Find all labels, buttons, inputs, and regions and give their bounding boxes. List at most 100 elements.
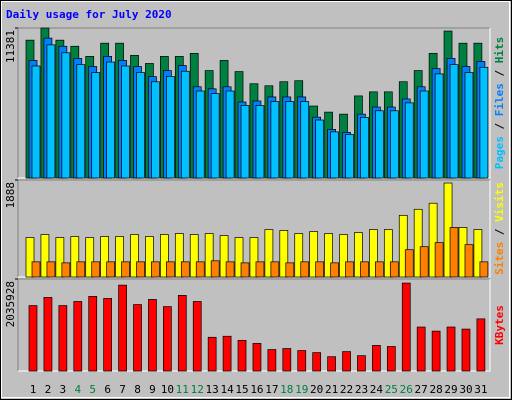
- bar: [43, 297, 53, 372]
- x-tick-label: 18: [280, 383, 293, 396]
- bar: [428, 202, 438, 278]
- x-tick-label: 16: [250, 383, 263, 396]
- bar: [354, 232, 363, 278]
- bar: [61, 262, 71, 278]
- x-tick-label: 17: [265, 383, 278, 396]
- y-tick-label: 1888: [4, 182, 17, 209]
- bar: [386, 346, 396, 372]
- bar: [121, 261, 130, 278]
- bar: [342, 351, 351, 372]
- bar: [255, 261, 265, 278]
- bar: [73, 301, 83, 372]
- bar: [255, 105, 265, 179]
- x-tick-label: 4: [74, 383, 81, 396]
- bar: [431, 330, 441, 372]
- bar: [177, 295, 187, 372]
- bar: [136, 261, 145, 278]
- bar: [46, 44, 56, 179]
- legend-entry: KBytes: [493, 305, 506, 345]
- bar: [315, 119, 325, 179]
- bar: [300, 261, 310, 278]
- x-tick-label: 5: [89, 383, 96, 396]
- bar: [419, 246, 429, 278]
- bar: [31, 261, 41, 278]
- bar: [136, 72, 145, 179]
- bar: [419, 90, 429, 179]
- bar: [240, 105, 250, 179]
- bar: [267, 349, 277, 372]
- bar: [479, 261, 489, 278]
- bar: [166, 76, 175, 179]
- x-tick-label: 15: [235, 383, 248, 396]
- x-tick-label: 1: [30, 383, 37, 396]
- y-tick-label: 11381: [4, 30, 17, 63]
- bar: [163, 306, 172, 372]
- bar: [389, 110, 399, 179]
- bar: [25, 237, 35, 278]
- bar: [369, 229, 378, 278]
- x-tick-label: 23: [355, 383, 368, 396]
- bar: [237, 339, 247, 372]
- bar: [28, 305, 38, 372]
- bar: [31, 65, 41, 179]
- bar: [106, 261, 116, 278]
- bar: [85, 237, 95, 278]
- x-tick-label: 30: [459, 383, 472, 396]
- bar: [180, 261, 190, 278]
- legend-separator: /: [493, 63, 506, 83]
- bar: [151, 81, 160, 179]
- bar: [240, 262, 250, 278]
- bar: [195, 261, 205, 278]
- bar: [297, 350, 307, 372]
- bar: [148, 299, 157, 372]
- legend-entry: Files: [493, 83, 506, 116]
- bar: [473, 229, 483, 278]
- x-tick-label: 28: [429, 383, 442, 396]
- panel-border: [18, 279, 491, 372]
- x-tick-label: 12: [191, 383, 204, 396]
- bar: [180, 70, 190, 179]
- bar: [130, 234, 139, 278]
- x-tick-label: 31: [474, 383, 487, 396]
- bar: [312, 352, 322, 372]
- x-tick-label: 19: [295, 383, 308, 396]
- chart-title: Daily usage for July 2020: [6, 8, 172, 21]
- bar: [192, 301, 202, 372]
- bar: [404, 249, 414, 278]
- bar: [222, 335, 232, 372]
- bar: [91, 72, 101, 179]
- legend: Sites / Visits: [493, 182, 506, 275]
- x-tick-label: 11: [176, 383, 189, 396]
- bar: [479, 66, 489, 179]
- bar: [389, 261, 399, 278]
- x-tick-label: 21: [325, 383, 338, 396]
- bar: [300, 101, 310, 179]
- bar: [285, 101, 295, 179]
- bar: [279, 230, 289, 278]
- x-tick-label: 22: [340, 383, 353, 396]
- bar: [118, 284, 127, 372]
- x-tick-label: 20: [310, 383, 323, 396]
- x-tick-label: 10: [161, 383, 174, 396]
- bar: [76, 64, 86, 179]
- bar: [360, 117, 369, 179]
- bar: [121, 65, 130, 179]
- bar: [160, 234, 169, 278]
- bar: [330, 131, 339, 179]
- bar: [461, 328, 471, 372]
- y-tick-label: 2035928: [4, 281, 17, 327]
- bar: [446, 326, 456, 372]
- legend-separator: /: [493, 222, 506, 242]
- bar: [327, 356, 336, 372]
- bar: [464, 72, 474, 179]
- bar: [46, 261, 56, 278]
- bar: [449, 64, 459, 179]
- bar: [375, 261, 384, 278]
- x-tick-label: 24: [370, 383, 384, 396]
- bar: [225, 261, 235, 278]
- bar: [195, 90, 205, 179]
- bar: [249, 237, 259, 278]
- bar: [207, 336, 217, 372]
